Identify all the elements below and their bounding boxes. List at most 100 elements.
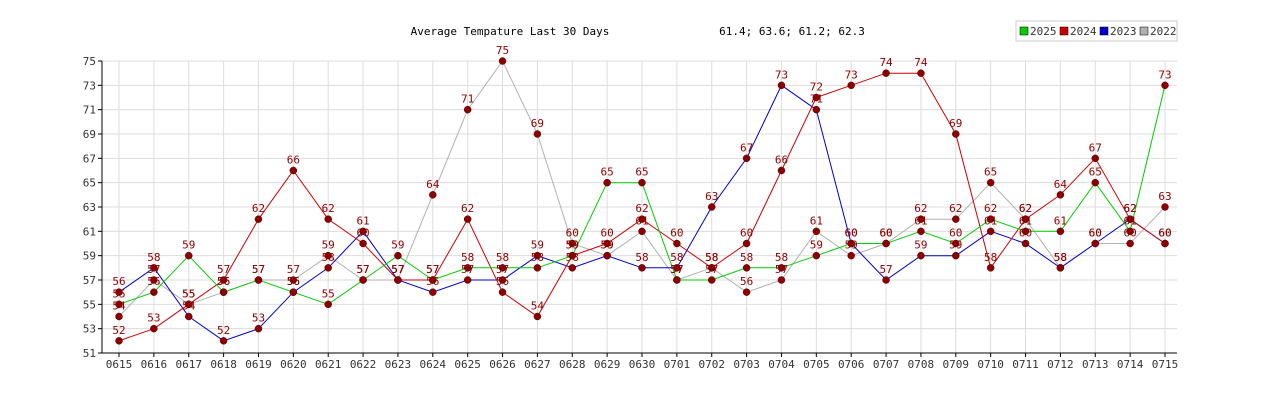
data-point-2025	[812, 251, 821, 260]
data-label-2023: 57	[461, 263, 474, 276]
data-label-2023: 53	[252, 312, 265, 325]
data-point-2023	[115, 288, 123, 296]
data-label-2022: 57	[670, 263, 683, 276]
data-point-2023	[882, 276, 890, 284]
data-point-2024	[673, 239, 681, 248]
data-label-2023: 52	[217, 324, 230, 337]
data-point-2023	[603, 251, 611, 260]
data-point-2023	[1021, 239, 1030, 248]
x-tick-label: 0615	[106, 358, 133, 371]
x-tick-label: 0621	[315, 358, 342, 371]
data-point-2025	[219, 288, 228, 296]
data-point-2025	[289, 288, 298, 296]
data-point-2022	[742, 288, 751, 296]
x-tick-label: 0625	[454, 358, 481, 371]
data-label-2022: 69	[531, 117, 544, 130]
data-point-2024	[498, 288, 507, 296]
data-label-2025: 56	[147, 275, 160, 288]
data-label-2025: 61	[1124, 214, 1137, 227]
data-point-2025	[847, 239, 855, 248]
x-tick-label: 0628	[559, 358, 586, 371]
data-point-2024	[882, 69, 890, 77]
data-point-2024	[463, 215, 472, 223]
data-label-2024: 74	[879, 56, 893, 69]
data-label-2024: 74	[914, 56, 928, 69]
data-label-2024: 67	[1089, 141, 1102, 154]
legend-label-2024: 2024	[1070, 25, 1097, 38]
data-label-2022: 59	[845, 239, 858, 252]
x-tick-label: 0629	[594, 358, 621, 371]
legend-swatch-2023	[1099, 26, 1109, 36]
x-tick-label: 0630	[629, 358, 656, 371]
x-tick-label: 0618	[210, 358, 237, 371]
data-label-2023: 57	[496, 263, 509, 276]
x-tick-label: 0622	[350, 358, 377, 371]
data-point-2023	[742, 154, 751, 163]
data-label-2025: 61	[1019, 214, 1032, 227]
x-tick-label: 0701	[664, 358, 691, 371]
data-label-2023: 63	[705, 190, 718, 203]
data-label-2023: 67	[740, 141, 753, 154]
data-label-2023: 57	[391, 263, 404, 276]
y-tick-label: 57	[83, 274, 96, 287]
data-label-2023: 59	[531, 239, 544, 252]
data-label-2022: 60	[1089, 227, 1102, 240]
legend-label-2025: 2025	[1030, 25, 1057, 38]
data-label-2023: 58	[147, 251, 160, 264]
data-point-2025	[952, 239, 960, 248]
data-point-2024	[1021, 215, 1030, 223]
y-tick-label: 55	[83, 298, 96, 311]
data-label-2023: 56	[287, 275, 300, 288]
data-point-2025	[1056, 227, 1065, 236]
legend-label-2022: 2022	[1150, 25, 1177, 38]
data-point-2024	[638, 215, 646, 223]
data-point-2022	[463, 105, 472, 114]
data-point-2024	[1161, 239, 1169, 248]
data-point-2024	[1056, 191, 1065, 199]
data-point-2025	[917, 227, 925, 236]
y-tick-label: 63	[83, 201, 96, 214]
x-tick-label: 0708	[908, 358, 935, 371]
data-label-2023: 57	[879, 263, 892, 276]
data-label-2022: 59	[601, 239, 614, 252]
x-tick-label: 0707	[873, 358, 900, 371]
data-point-2022	[533, 130, 542, 138]
data-point-2025	[254, 276, 263, 284]
data-label-2023: 56	[112, 275, 125, 288]
data-label-2024: 60	[601, 227, 614, 240]
data-label-2023: 61	[984, 214, 997, 227]
data-label-2025: 59	[391, 239, 404, 252]
data-label-2024: 52	[112, 324, 125, 337]
legend-box	[1015, 20, 1178, 42]
data-point-2023	[568, 264, 577, 272]
data-label-2024: 58	[705, 251, 718, 264]
data-point-2025	[115, 300, 123, 309]
data-point-2024	[1091, 154, 1100, 163]
y-tick-label: 59	[83, 250, 96, 263]
data-label-2024: 56	[496, 275, 509, 288]
x-tick-label: 0623	[385, 358, 412, 371]
data-label-2024: 62	[1019, 202, 1032, 215]
data-point-2023	[254, 324, 263, 333]
data-label-2023: 58	[635, 251, 648, 264]
data-point-2023	[673, 264, 681, 272]
x-tick-label: 0709	[943, 358, 970, 371]
data-label-2022: 57	[287, 263, 300, 276]
y-tick-label: 65	[83, 177, 96, 190]
x-tick-label: 0704	[768, 358, 795, 371]
data-label-2024: 55	[182, 287, 195, 300]
data-point-2025	[1021, 227, 1030, 236]
data-point-2022	[952, 215, 960, 223]
x-tick-label: 0617	[175, 358, 202, 371]
data-point-2025	[603, 178, 611, 187]
data-label-2024: 66	[775, 154, 788, 167]
data-label-2025: 60	[879, 227, 892, 240]
data-label-2025: 65	[1089, 166, 1102, 179]
data-point-2025	[429, 276, 437, 284]
data-label-2024: 60	[1158, 227, 1171, 240]
data-point-2025	[1161, 81, 1169, 90]
data-label-2022: 56	[740, 275, 753, 288]
x-tick-label: 0713	[1082, 358, 1109, 371]
data-label-2024: 62	[252, 202, 265, 215]
